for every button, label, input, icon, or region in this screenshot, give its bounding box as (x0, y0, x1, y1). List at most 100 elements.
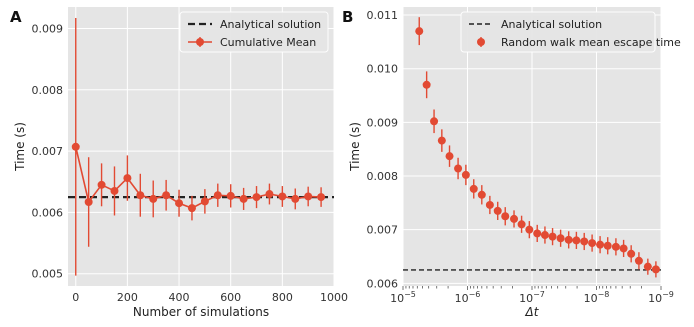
y-tick-label: 0.009 (32, 22, 64, 35)
data-point (461, 170, 470, 179)
data-point (619, 244, 628, 253)
data-point (651, 265, 660, 274)
series-escape-time (415, 17, 660, 278)
y-axis-label: Time (s) (348, 122, 362, 172)
legend-swatch-marker (477, 38, 485, 46)
chart-panel-B: 10−5 10−6 10−7 10−8 10−90.0060.0070.0080.009… (342, 7, 681, 319)
data-point (304, 192, 313, 201)
panel-label: A (10, 8, 22, 26)
data-point (136, 191, 145, 200)
data-point (611, 242, 620, 251)
data-point (540, 231, 549, 240)
x-tick-exponent: −9 (662, 290, 674, 299)
data-point (149, 194, 158, 203)
data-point (525, 225, 534, 234)
x-tick-label: 600 (220, 291, 241, 304)
data-point (97, 180, 106, 189)
x-tick-label: 0 (72, 291, 79, 304)
data-point (226, 191, 235, 200)
y-tick-label: 0.007 (367, 224, 399, 237)
data-point (588, 239, 597, 248)
y-tick-label: 0.010 (367, 63, 399, 76)
legend-box (179, 11, 329, 53)
data-point (213, 191, 222, 200)
y-tick-label: 0.005 (32, 268, 64, 281)
data-point (175, 199, 184, 208)
data-point (556, 234, 565, 243)
data-point (84, 197, 93, 206)
x-tick-label: 10−5 (390, 290, 416, 305)
legend: Analytical solution Random walk mean esca… (460, 11, 681, 53)
y-axis-label: Time (s) (13, 122, 27, 172)
x-tick-base: 10 (584, 292, 598, 305)
x-tick-exponent: −7 (533, 290, 545, 299)
data-point (493, 206, 502, 215)
data-point (564, 235, 573, 244)
x-tick-label: 1000 (320, 291, 348, 304)
data-point (445, 152, 454, 161)
data-point (415, 27, 424, 36)
data-point (278, 192, 287, 201)
data-point (643, 262, 652, 271)
data-point (162, 191, 171, 200)
legend-swatch-marker (196, 38, 204, 46)
x-tick-exponent: −6 (469, 290, 481, 299)
y-tick-label: 0.007 (32, 145, 64, 158)
data-point (187, 204, 196, 213)
data-point (517, 220, 526, 229)
x-tick-exponent: −8 (598, 290, 610, 299)
series-cumulative-mean (71, 18, 326, 276)
data-point (572, 236, 581, 245)
x-tick-base: 10 (648, 292, 662, 305)
x-tick-label: 10−9 (648, 290, 674, 305)
data-point (501, 212, 510, 221)
data-point (430, 117, 439, 126)
x-tick-label: 800 (272, 291, 293, 304)
data-point (200, 197, 209, 206)
legend-label-analytical: Analytical solution (501, 18, 602, 31)
x-tick-base: 10 (455, 292, 469, 305)
x-tick-base: 10 (519, 292, 533, 305)
y-tick-label: 0.006 (367, 277, 399, 290)
y-tick-label: 0.009 (367, 116, 399, 129)
data-point (422, 80, 431, 89)
y-tick-label: 0.008 (367, 170, 399, 183)
data-point (469, 184, 478, 193)
data-point (580, 237, 589, 246)
x-tick-label: 10−8 (584, 290, 610, 305)
data-point (485, 200, 494, 209)
x-tick-label: 400 (169, 291, 190, 304)
chart-panel-A: 0 200 400 600 800 1000 0.005 0.006 0.007 0.008 0.0… (10, 7, 348, 319)
y-tick-label: 0.008 (32, 84, 64, 97)
data-point (291, 194, 300, 203)
data-point (627, 249, 636, 258)
legend: Analytical solution Cumulative Mean (179, 11, 329, 53)
data-point (317, 193, 326, 202)
data-point (71, 142, 80, 151)
data-point (239, 194, 248, 203)
x-tick-label: 10−7 (519, 290, 545, 305)
x-tick-exponent: −5 (404, 290, 416, 299)
data-point (510, 214, 519, 223)
data-point (454, 164, 463, 173)
plot-background (68, 7, 334, 286)
data-point (123, 174, 132, 183)
legend-label-series: Cumulative Mean (220, 36, 316, 49)
data-point (603, 241, 612, 250)
panel-label: B (342, 8, 353, 26)
x-tick-label: 10−6 (455, 290, 481, 305)
y-tick-label: 0.011 (367, 9, 399, 22)
legend-box (460, 11, 656, 53)
legend-label-series: Random walk mean escape time (501, 36, 681, 49)
data-point (477, 190, 486, 199)
data-point (437, 136, 446, 145)
data-point (634, 256, 643, 265)
data-point (596, 240, 605, 249)
x-tick-base: 10 (390, 292, 404, 305)
x-axis-label: Number of simulations (133, 305, 269, 319)
legend-label-analytical: Analytical solution (220, 18, 321, 31)
x-axis-label: Δt (525, 305, 540, 319)
data-point (548, 232, 557, 241)
data-point (110, 186, 119, 195)
